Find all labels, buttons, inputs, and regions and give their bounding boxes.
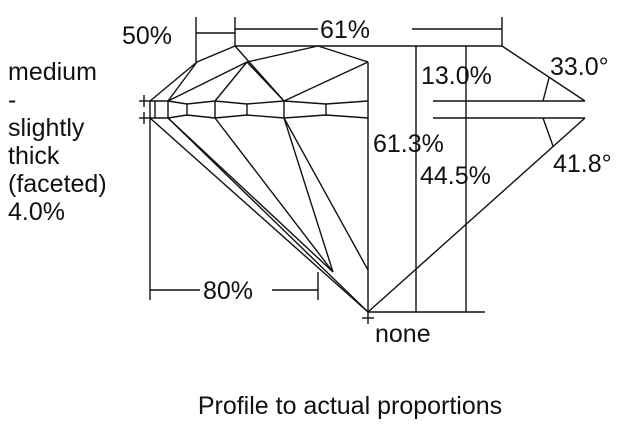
- diamond-outline: [149, 45, 586, 313]
- pavilion-depth-label: 44.5%: [420, 162, 491, 190]
- pavilion-angle-label: 41.8°: [553, 150, 612, 178]
- star-length-label: 50%: [122, 22, 172, 50]
- girdle-label-line: slightly: [8, 114, 85, 142]
- girdle-label-line: medium: [8, 58, 97, 86]
- table-label: 61%: [320, 16, 370, 44]
- girdle-label: medium - slightly thick (faceted) 4.0%: [8, 58, 107, 226]
- culet-label: none: [375, 320, 431, 348]
- lower-half-length-label: 80%: [203, 277, 253, 305]
- caption: Profile to actual proportions: [198, 392, 502, 420]
- crown-angle-label: 33.0°: [550, 53, 609, 81]
- girdle-label-line: -: [8, 86, 16, 114]
- total-depth-label: 61.3%: [373, 130, 444, 158]
- dimension-lines: [139, 17, 554, 324]
- pavilion-angle-arc: [542, 117, 554, 147]
- crown-height-label: 13.0%: [421, 62, 492, 90]
- girdle-label-line: thick: [8, 142, 60, 170]
- girdle-label-line: (faceted): [8, 170, 107, 198]
- crown-angle-arc: [542, 77, 550, 102]
- girdle-label-line: 4.0%: [8, 198, 65, 226]
